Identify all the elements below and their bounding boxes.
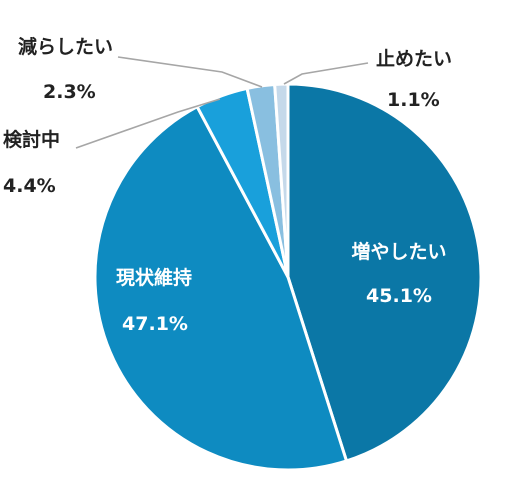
slice-value-reduce: 2.3% [43,81,96,103]
leader-line-considering [75,98,221,149]
slice-value-maintain: 47.1% [122,313,188,335]
slice-label-maintain: 現状維持 [116,266,192,289]
leader-line-stop [283,62,369,85]
slice-value-increase: 45.1% [366,285,432,307]
pie-slices [93,82,483,472]
leader-lines [75,56,369,149]
slice-labels: 増やしたい 45.1% 現状維持 47.1% 検討中 4.4% 減らしたい 2.… [3,35,452,335]
slice-label-stop: 止めたい [376,48,452,70]
slice-value-considering: 4.4% [3,175,56,197]
pie-slice-maintain [93,105,348,472]
pie-slice-stop [273,82,290,279]
slice-value-stop: 1.1% [387,89,440,111]
pie-slice-increase [286,82,483,463]
slice-label-increase: 増やしたい [351,240,446,263]
slice-label-reduce: 減らしたい [18,35,113,58]
leader-line-reduce [117,56,263,88]
slice-label-considering: 検討中 [3,128,60,151]
